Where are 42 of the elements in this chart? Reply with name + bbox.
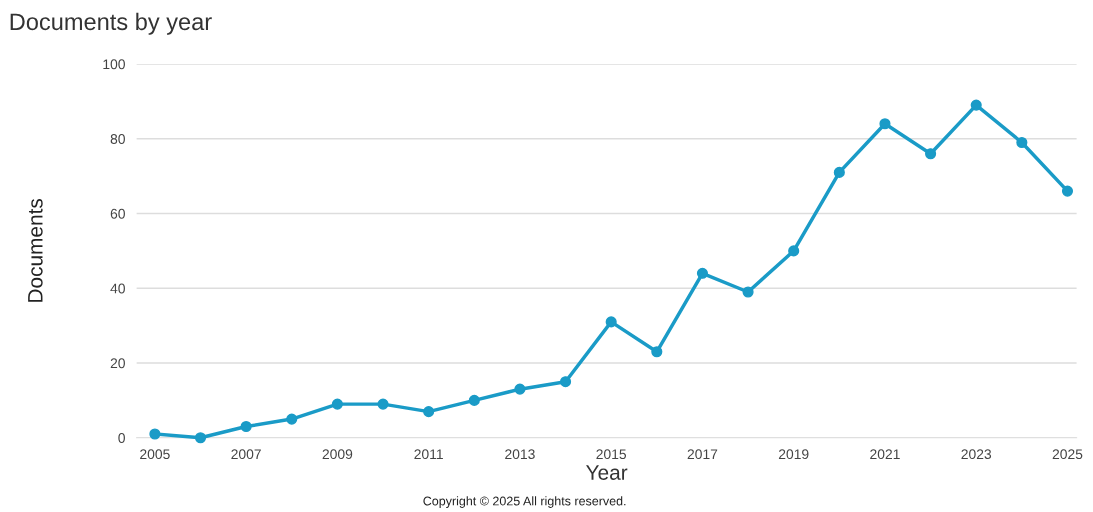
y-tick-label: 40 bbox=[110, 283, 125, 294]
point bbox=[331, 398, 343, 410]
y-tick-label: 60 bbox=[110, 208, 125, 219]
y-tick-label: 100 bbox=[103, 59, 125, 70]
point bbox=[651, 346, 663, 358]
point bbox=[149, 428, 161, 440]
x-tick-label: 2013 bbox=[505, 449, 535, 460]
x-tick-label: 2011 bbox=[414, 449, 443, 460]
x-tick-label: 2007 bbox=[231, 449, 261, 460]
point bbox=[605, 316, 617, 328]
x-tick-label: 2017 bbox=[687, 449, 718, 460]
x-tick-label: 2005 bbox=[140, 449, 170, 460]
y-tick-label: 0 bbox=[118, 433, 125, 443]
point bbox=[925, 148, 937, 160]
point bbox=[1061, 185, 1074, 197]
point bbox=[286, 413, 298, 425]
x-axis-title: Year bbox=[586, 465, 628, 480]
x-tick-label: 2019 bbox=[778, 449, 809, 460]
point bbox=[240, 420, 252, 433]
point bbox=[742, 286, 754, 298]
point bbox=[833, 166, 845, 178]
point bbox=[970, 99, 982, 111]
point bbox=[559, 376, 572, 388]
point bbox=[1016, 136, 1028, 149]
point bbox=[377, 398, 389, 410]
point bbox=[696, 267, 708, 279]
x-tick-label: 2025 bbox=[1052, 449, 1083, 460]
chart-title: Documents by year bbox=[10, 12, 212, 35]
point bbox=[194, 432, 207, 444]
point bbox=[423, 406, 435, 418]
x-tick-label: 2009 bbox=[322, 449, 353, 460]
point bbox=[879, 118, 891, 130]
y-axis-title: Documents bbox=[28, 198, 43, 302]
text: Copyright © 2025 All rights reserved. bbox=[423, 496, 626, 508]
y-tick-label: 20 bbox=[110, 358, 125, 369]
x-tick-label: 2023 bbox=[961, 449, 992, 460]
x-tick-label: 2021 bbox=[870, 449, 900, 460]
point bbox=[788, 245, 800, 257]
x-tick-label: 2015 bbox=[596, 449, 627, 460]
point bbox=[514, 383, 526, 395]
point bbox=[468, 394, 480, 406]
y-tick-label: 80 bbox=[110, 134, 125, 144]
